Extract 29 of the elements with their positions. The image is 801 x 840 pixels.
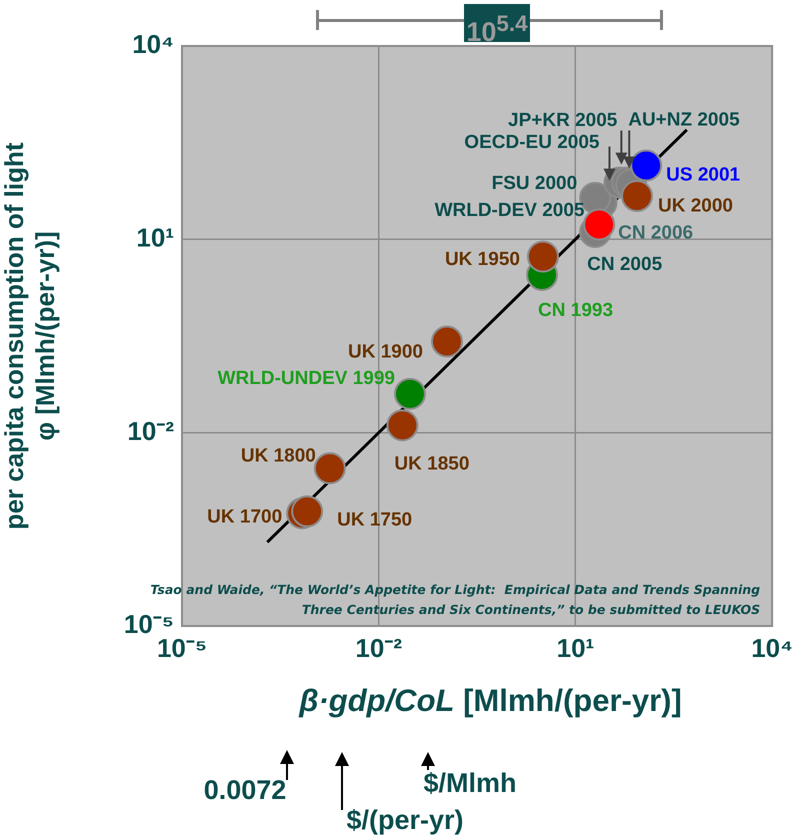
series-label: UK 1850: [394, 454, 470, 475]
series-label: UK 1950: [444, 248, 520, 270]
x-tick-label: 10⁻²: [355, 632, 402, 663]
series-label: FSU 2000: [492, 173, 578, 194]
series-label: UK 1800: [240, 446, 316, 467]
y-tick-label: 10⁴: [132, 29, 174, 60]
series-label: WRLD-DEV 2005: [434, 200, 585, 221]
text: $/(per-yr): [345, 805, 465, 836]
y-tick-label: 10¹: [136, 222, 174, 253]
series-label: OECD-EU 2005: [464, 132, 600, 153]
series-label: CN 2005: [587, 254, 663, 276]
text: AU+NZ 2005: [628, 110, 740, 131]
x-axis-title: β·gdp/CoL [Mlmh/(per-yr)]: [299, 683, 682, 718]
text: $/Mlmh: [422, 768, 518, 799]
series-label: US 2001: [666, 164, 741, 186]
series-label: UK 2000: [658, 195, 734, 216]
annotation: 10$^{5.4}$: [465, 10, 529, 47]
series-label: UK 1700: [207, 506, 282, 528]
series-label: WRLD-UNDEV 1999: [218, 368, 395, 390]
series-label: UK 1750: [337, 510, 412, 531]
x-tick-label: 10¹: [556, 632, 594, 663]
series-label: UK 1900: [348, 342, 423, 363]
series-label: CN 1993: [538, 300, 614, 322]
y-tick-label: 10⁻²: [127, 416, 174, 446]
y-axis-title: per capita consumption of light φ [Mlmh/(per-yr)]: [0, 142, 60, 530]
series-label: CN 2006: [618, 222, 694, 244]
text: 0.0072: [202, 775, 288, 806]
series-label: JP+KR 2005: [508, 110, 618, 131]
x-tick-label: 10⁴: [751, 632, 793, 663]
